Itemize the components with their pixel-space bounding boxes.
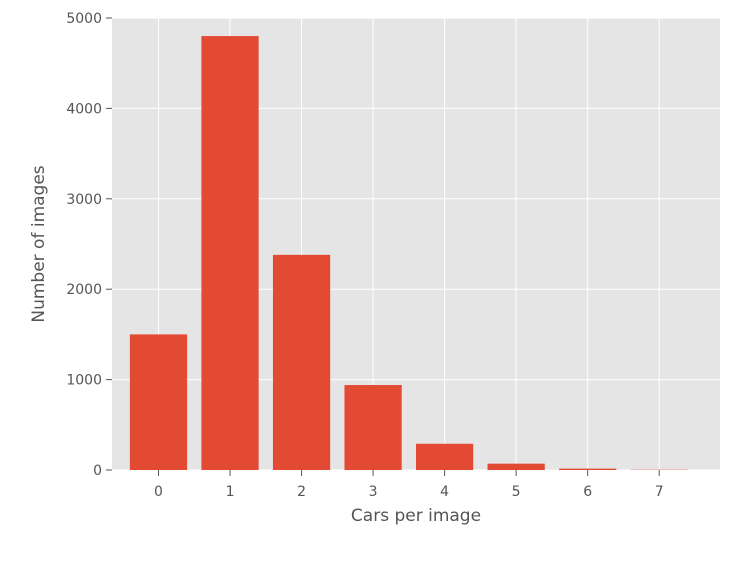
y-tick-label: 0 xyxy=(93,463,102,479)
y-axis-ticks: 0 1000 2000 3000 4000 5000 xyxy=(66,11,112,479)
bar-0 xyxy=(130,334,187,470)
y-tick-label: 3000 xyxy=(66,192,102,208)
x-tick-label: 3 xyxy=(369,484,378,500)
x-tick-label: 0 xyxy=(154,484,163,500)
x-axis-ticks: 0 1 2 3 4 5 6 7 xyxy=(154,470,664,500)
x-tick-label: 6 xyxy=(583,484,592,500)
bar-5 xyxy=(488,464,545,470)
y-tick-label: 2000 xyxy=(66,282,102,298)
x-tick-label: 1 xyxy=(226,484,235,500)
y-tick-label: 5000 xyxy=(66,11,102,27)
y-tick-label: 1000 xyxy=(66,373,102,389)
bar-1 xyxy=(201,36,258,470)
bar-6 xyxy=(559,469,616,470)
x-tick-label: 2 xyxy=(297,484,306,500)
bar-4 xyxy=(416,444,473,470)
y-axis-label: Number of images xyxy=(29,165,49,322)
x-tick-label: 4 xyxy=(440,484,449,500)
x-tick-label: 5 xyxy=(512,484,521,500)
y-tick-label: 4000 xyxy=(66,101,102,117)
x-tick-label: 7 xyxy=(655,484,664,500)
bar-2 xyxy=(273,255,330,470)
x-axis-label: Cars per image xyxy=(351,506,481,526)
bar-3 xyxy=(344,385,401,470)
